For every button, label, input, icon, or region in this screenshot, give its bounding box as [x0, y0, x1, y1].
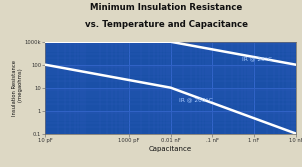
Text: Minimum Insulation Resistance: Minimum Insulation Resistance	[90, 3, 242, 12]
Text: IR @ 200°C: IR @ 200°C	[179, 98, 213, 103]
X-axis label: Capacitance: Capacitance	[149, 146, 192, 151]
Text: vs. Temperature and Capacitance: vs. Temperature and Capacitance	[85, 20, 248, 29]
Y-axis label: Insulation Resistance
   (megaohms): Insulation Resistance (megaohms)	[12, 60, 23, 116]
Text: IR @ 25°C: IR @ 25°C	[242, 56, 272, 61]
